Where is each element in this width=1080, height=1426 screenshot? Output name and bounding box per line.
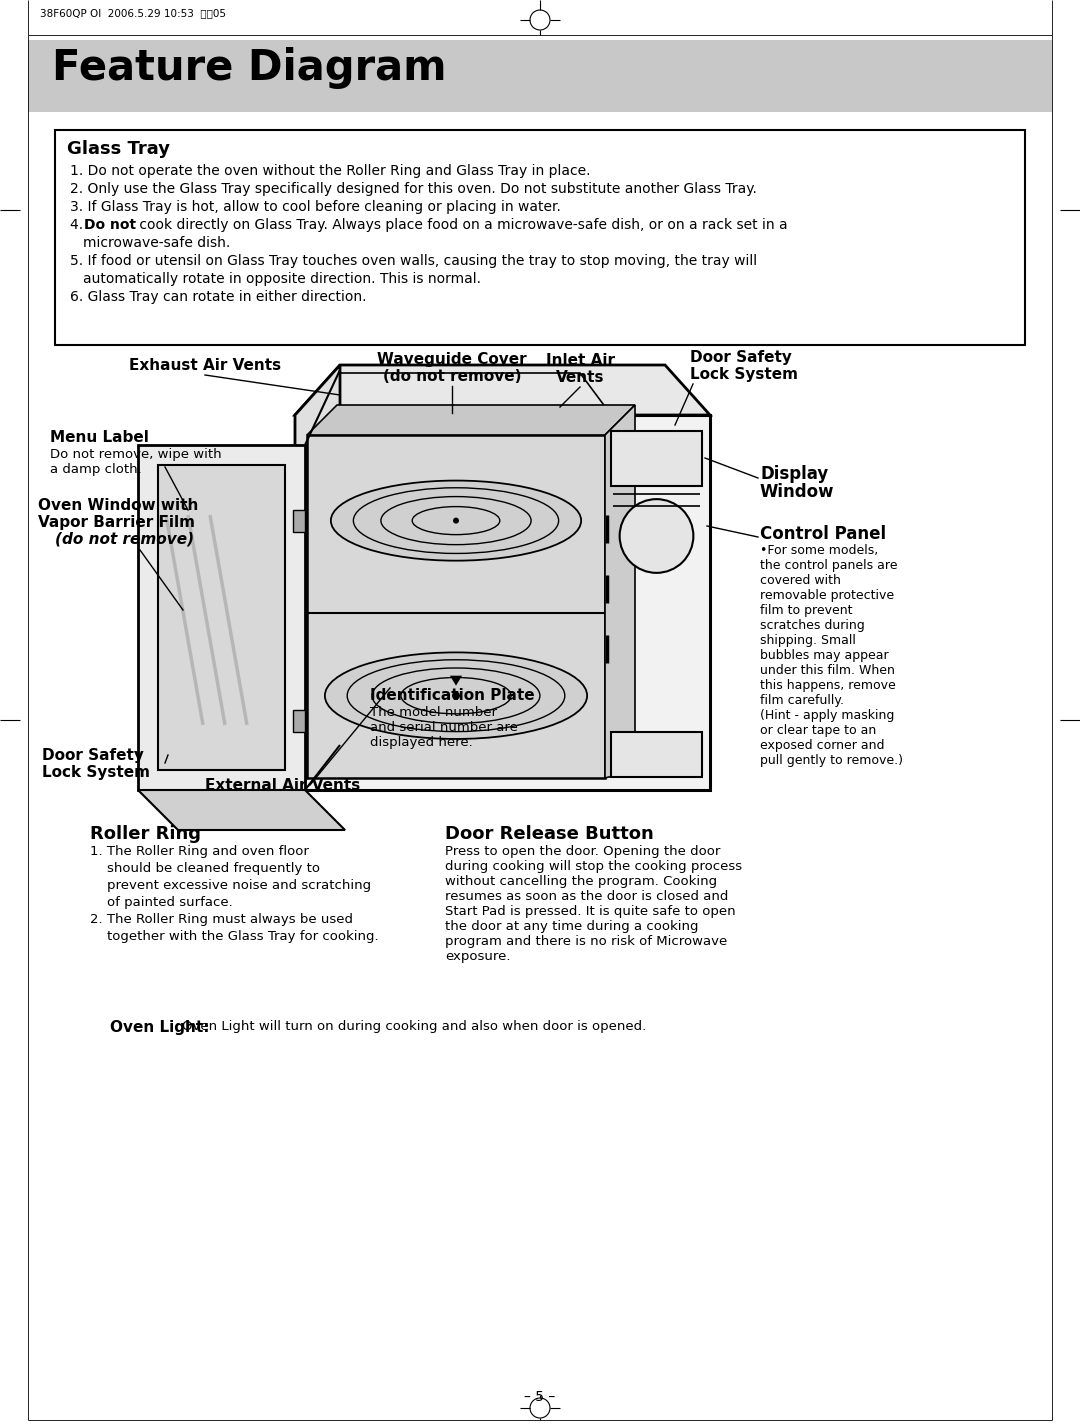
FancyBboxPatch shape <box>293 511 305 532</box>
Polygon shape <box>295 365 710 415</box>
Text: Identification Plate: Identification Plate <box>370 687 535 703</box>
Text: microwave-safe dish.: microwave-safe dish. <box>83 235 230 250</box>
FancyBboxPatch shape <box>55 130 1025 345</box>
Text: Vents: Vents <box>556 369 604 385</box>
Text: Oven Light:: Oven Light: <box>110 1020 210 1035</box>
Text: Door Release Button: Door Release Button <box>445 826 653 843</box>
Text: Vapor Barrier Film: Vapor Barrier Film <box>38 515 195 530</box>
Text: automatically rotate in opposite direction. This is normal.: automatically rotate in opposite directi… <box>83 272 481 287</box>
Text: 6. Glass Tray can rotate in either direction.: 6. Glass Tray can rotate in either direc… <box>70 289 366 304</box>
Text: cook directly on Glass Tray. Always place food on a microwave-safe dish, or on a: cook directly on Glass Tray. Always plac… <box>135 218 787 232</box>
Text: Door Safety: Door Safety <box>690 349 792 365</box>
Text: 2. The Roller Ring must always be used: 2. The Roller Ring must always be used <box>90 913 353 925</box>
Text: 5. If food or utensil on Glass Tray touches oven walls, causing the tray to stop: 5. If food or utensil on Glass Tray touc… <box>70 254 757 268</box>
Polygon shape <box>307 405 635 435</box>
Text: together with the Glass Tray for cooking.: together with the Glass Tray for cooking… <box>90 930 379 943</box>
Text: (do not remove): (do not remove) <box>382 369 522 384</box>
Text: Press to open the door. Opening the door
during cooking will stop the cooking pr: Press to open the door. Opening the door… <box>445 846 742 963</box>
Text: Waveguide Cover: Waveguide Cover <box>377 352 527 366</box>
Text: Roller Ring: Roller Ring <box>90 826 201 843</box>
Text: 1. The Roller Ring and oven floor: 1. The Roller Ring and oven floor <box>90 846 309 858</box>
Text: Oven Light will turn on during cooking and also when door is opened.: Oven Light will turn on during cooking a… <box>183 1020 646 1032</box>
Text: 3. If Glass Tray is hot, allow to cool before cleaning or placing in water.: 3. If Glass Tray is hot, allow to cool b… <box>70 200 561 214</box>
Circle shape <box>453 692 460 700</box>
Text: Glass Tray: Glass Tray <box>67 140 170 158</box>
Text: 4.: 4. <box>70 218 87 232</box>
Text: 38F60QP OI  2006.5.29 10:53  页靕05: 38F60QP OI 2006.5.29 10:53 页靕05 <box>40 9 226 19</box>
Text: – 5 –: – 5 – <box>525 1390 555 1405</box>
FancyBboxPatch shape <box>158 465 285 770</box>
Text: Display: Display <box>760 465 828 483</box>
Text: (do not remove): (do not remove) <box>55 532 194 548</box>
Text: should be cleaned frequently to: should be cleaned frequently to <box>90 861 320 876</box>
Text: Lock System: Lock System <box>690 366 798 382</box>
Polygon shape <box>450 676 462 686</box>
Circle shape <box>620 499 693 573</box>
FancyBboxPatch shape <box>307 435 605 779</box>
Polygon shape <box>295 365 340 790</box>
Text: prevent excessive noise and scratching: prevent excessive noise and scratching <box>90 878 372 893</box>
Ellipse shape <box>330 481 581 560</box>
Text: Do not remove, wipe with
a damp cloth.: Do not remove, wipe with a damp cloth. <box>50 448 221 476</box>
FancyBboxPatch shape <box>293 710 305 732</box>
Text: 2. Only use the Glass Tray specifically designed for this oven. Do not substitut: 2. Only use the Glass Tray specifically … <box>70 183 757 195</box>
Ellipse shape <box>325 653 588 739</box>
Polygon shape <box>138 790 345 830</box>
Text: Window: Window <box>760 483 835 501</box>
FancyBboxPatch shape <box>138 445 305 790</box>
FancyBboxPatch shape <box>295 415 710 790</box>
FancyBboxPatch shape <box>611 431 702 486</box>
FancyBboxPatch shape <box>28 40 1052 113</box>
Polygon shape <box>605 405 635 779</box>
Circle shape <box>453 518 459 523</box>
FancyBboxPatch shape <box>611 732 702 777</box>
Text: Control Panel: Control Panel <box>760 525 886 543</box>
Text: •For some models,
the control panels are
covered with
removable protective
film : •For some models, the control panels are… <box>760 543 903 767</box>
Text: The model number
and serial number are
displayed here.: The model number and serial number are d… <box>370 706 518 749</box>
Text: External Air Vents: External Air Vents <box>205 779 361 793</box>
Text: Menu Label: Menu Label <box>50 431 149 445</box>
Text: Do not: Do not <box>84 218 136 232</box>
Text: Oven Window with: Oven Window with <box>38 498 199 513</box>
Text: 1. Do not operate the oven without the Roller Ring and Glass Tray in place.: 1. Do not operate the oven without the R… <box>70 164 591 178</box>
Text: of painted surface.: of painted surface. <box>90 896 233 908</box>
Text: Inlet Air: Inlet Air <box>545 354 615 368</box>
Text: Exhaust Air Vents: Exhaust Air Vents <box>129 358 281 374</box>
Text: Feature Diagram: Feature Diagram <box>52 47 446 88</box>
Text: Door Safety: Door Safety <box>42 749 144 763</box>
Text: Lock System: Lock System <box>42 764 150 780</box>
